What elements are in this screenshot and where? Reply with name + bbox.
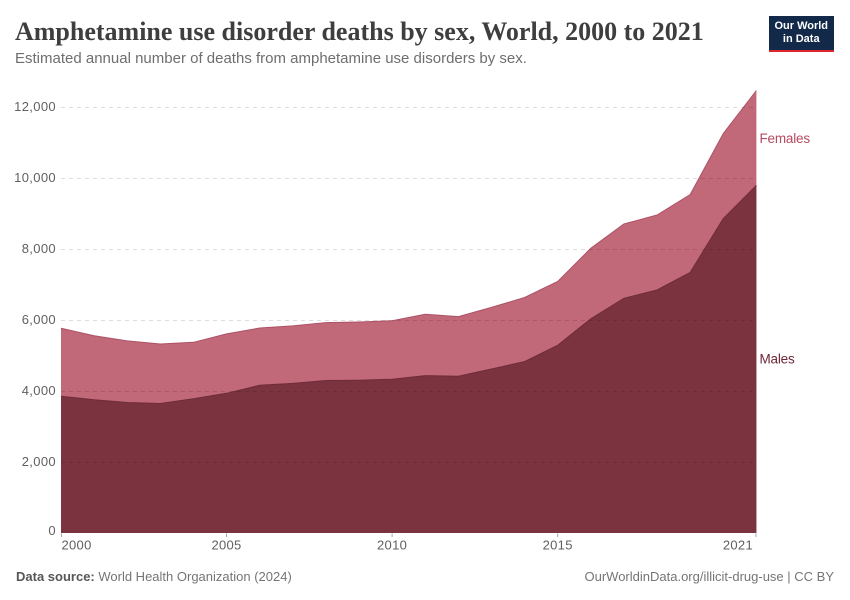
svg-text:6,000: 6,000 — [22, 312, 56, 327]
svg-text:2,000: 2,000 — [22, 454, 56, 469]
svg-text:2021: 2021 — [723, 538, 753, 553]
svg-text:4,000: 4,000 — [22, 383, 56, 398]
svg-text:0: 0 — [48, 523, 56, 538]
svg-text:10,000: 10,000 — [14, 170, 56, 185]
svg-text:2005: 2005 — [211, 538, 241, 553]
svg-text:Males: Males — [760, 352, 795, 367]
svg-text:8,000: 8,000 — [22, 241, 56, 256]
svg-text:2010: 2010 — [377, 538, 407, 553]
svg-text:Females: Females — [760, 131, 811, 146]
svg-text:2015: 2015 — [543, 538, 573, 553]
svg-text:12,000: 12,000 — [14, 99, 56, 114]
svg-text:2000: 2000 — [62, 538, 92, 553]
